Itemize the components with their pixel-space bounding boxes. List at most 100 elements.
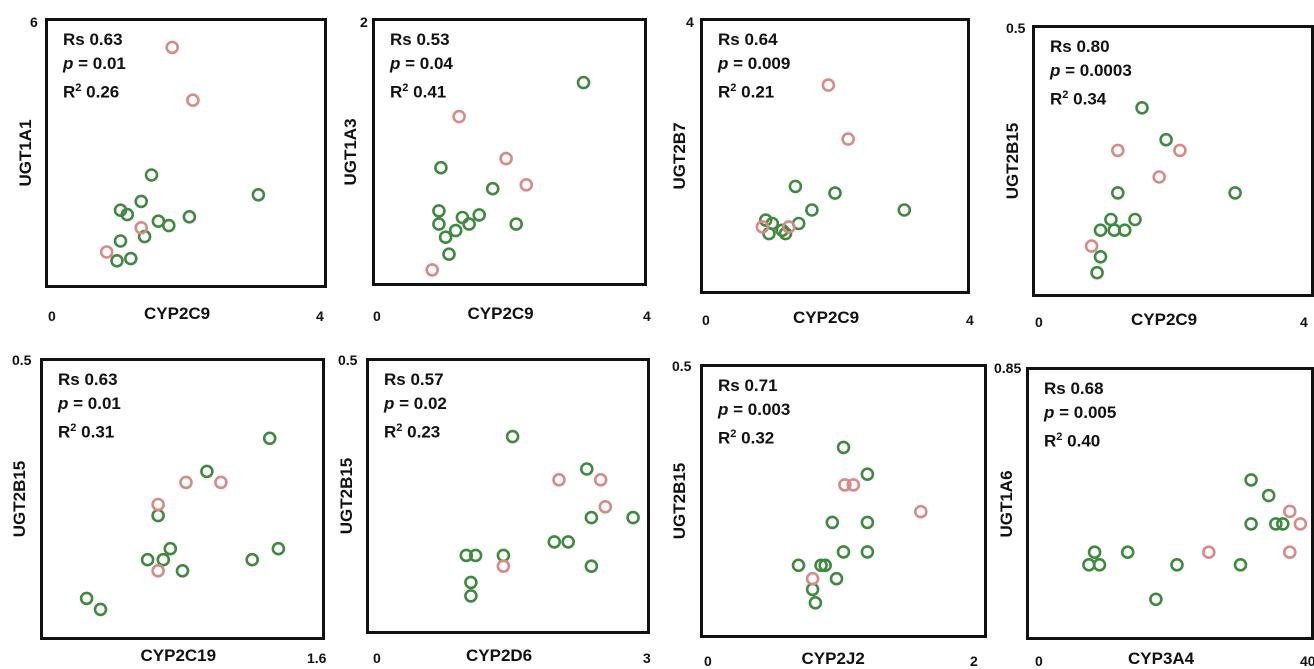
r2-value-text: 0.21 bbox=[741, 82, 775, 102]
y-max-tick-label: 2 bbox=[360, 14, 368, 30]
data-point-green bbox=[464, 589, 478, 603]
data-point-green bbox=[788, 179, 803, 194]
data-point-pink bbox=[496, 559, 511, 574]
rs-value: Rs 0.68 bbox=[1044, 379, 1104, 398]
data-point-green bbox=[1092, 557, 1107, 572]
p-value-text: = 0.003 bbox=[733, 400, 791, 419]
data-point-green bbox=[262, 431, 277, 446]
data-point-green bbox=[1269, 517, 1283, 531]
data-point-green bbox=[791, 558, 806, 573]
data-point-green bbox=[432, 217, 446, 231]
data-point-green bbox=[144, 168, 159, 182]
p-value: p = 0.009 bbox=[718, 54, 791, 73]
data-point-green bbox=[505, 429, 520, 444]
plot-frame bbox=[700, 364, 987, 638]
p-value: p = 0.0003 bbox=[1050, 61, 1132, 80]
data-point-green bbox=[584, 559, 599, 574]
data-point-pink bbox=[913, 504, 928, 519]
rs-value: Rs 0.63 bbox=[63, 30, 123, 49]
r2-value-text: 0.41 bbox=[413, 82, 447, 102]
data-point-green bbox=[462, 217, 476, 231]
data-point-pink bbox=[821, 78, 836, 92]
p-value: p = 0.04 bbox=[390, 54, 453, 73]
data-point-green bbox=[836, 440, 851, 455]
p-value: p = 0.01 bbox=[58, 394, 121, 413]
r2-value: R2 0.41 bbox=[390, 82, 447, 102]
data-point-green bbox=[1117, 223, 1132, 237]
data-point-pink bbox=[1111, 143, 1125, 158]
plot-frame bbox=[700, 18, 970, 294]
rs-value: Rs 0.63 bbox=[58, 370, 118, 389]
data-point-green bbox=[579, 462, 594, 476]
data-point-green bbox=[134, 194, 148, 209]
data-point-green bbox=[182, 210, 197, 224]
x-axis-label: CYP2C9 bbox=[144, 304, 211, 323]
data-point-pink bbox=[593, 472, 608, 487]
x-min-tick-label: 0 bbox=[373, 650, 381, 666]
data-point-pink bbox=[179, 475, 193, 490]
x-max-tick-label: 1.6 bbox=[307, 650, 327, 666]
p-value: p = 0.005 bbox=[1044, 403, 1117, 422]
data-point-green bbox=[200, 464, 214, 479]
rs-value: Rs 0.80 bbox=[1050, 37, 1110, 56]
stats-annotation: Rs 0.63 p = 0.01 R2 0.31 bbox=[58, 368, 121, 445]
data-point-pink bbox=[425, 263, 440, 277]
data-point-green bbox=[245, 552, 259, 567]
data-point-green bbox=[1111, 186, 1125, 200]
data-point-green bbox=[1128, 212, 1142, 227]
data-point-pink bbox=[552, 472, 566, 487]
data-point-green bbox=[1228, 186, 1242, 200]
data-point-green bbox=[1276, 517, 1290, 531]
data-point-green bbox=[113, 234, 128, 248]
data-point-green bbox=[775, 223, 790, 238]
r2-value-text: 0.31 bbox=[81, 422, 115, 442]
data-point-green bbox=[1149, 592, 1163, 607]
data-point-pink bbox=[755, 220, 770, 234]
x-axis-label: CYP2C9 bbox=[1131, 310, 1198, 329]
data-point-green bbox=[1159, 132, 1173, 147]
r2-value-text: 0.34 bbox=[1073, 89, 1107, 109]
data-point-green bbox=[1093, 223, 1108, 237]
plot-frame bbox=[366, 358, 650, 634]
p-value-text: = 0.01 bbox=[73, 394, 121, 413]
data-point-green bbox=[438, 230, 453, 244]
data-point-green bbox=[1170, 557, 1184, 572]
p-value-text: = 0.04 bbox=[405, 54, 453, 73]
r2-value-text: 0.26 bbox=[86, 82, 120, 102]
stats-annotation: Rs 0.68 p = 0.005 R2 0.40 bbox=[1044, 377, 1116, 454]
data-point-green bbox=[1090, 265, 1104, 280]
data-point-green bbox=[459, 548, 474, 563]
data-point-pink bbox=[1283, 545, 1297, 560]
data-point-green bbox=[472, 208, 487, 222]
stats-annotation: Rs 0.57 p = 0.02 R2 0.23 bbox=[384, 368, 447, 445]
x-min-tick-label: 0 bbox=[48, 308, 56, 324]
data-point-green bbox=[434, 160, 448, 175]
data-point-green bbox=[432, 204, 446, 218]
data-point-green bbox=[758, 213, 773, 227]
data-point-green bbox=[1135, 101, 1149, 115]
data-point-green bbox=[584, 510, 599, 525]
y-max-tick-label: 6 bbox=[30, 14, 38, 30]
plot-frame bbox=[1026, 367, 1314, 640]
x-axis-label: CYP2C9 bbox=[467, 304, 534, 323]
y-max-tick-label: 0.5 bbox=[338, 352, 358, 368]
data-point-green bbox=[626, 510, 640, 525]
stats-annotation: Rs 0.71 p = 0.003 R2 0.32 bbox=[718, 374, 790, 451]
data-point-pink bbox=[841, 132, 856, 146]
data-point-pink bbox=[1293, 517, 1308, 531]
y-max-tick-label: 4 bbox=[686, 14, 694, 30]
x-axis-label: CYP3A4 bbox=[1128, 649, 1195, 668]
data-point-pink bbox=[781, 220, 796, 234]
data-point-green bbox=[162, 218, 176, 233]
p-value-text: = 0.009 bbox=[733, 54, 791, 73]
data-point-green bbox=[464, 575, 478, 590]
x-axis-label: CYP2D6 bbox=[466, 646, 533, 665]
data-point-green bbox=[818, 558, 833, 573]
rs-value: Rs 0.53 bbox=[390, 30, 450, 49]
r2-value: R2 0.40 bbox=[1044, 431, 1101, 451]
data-point-pink bbox=[1084, 239, 1099, 253]
plot-frame bbox=[1032, 25, 1314, 297]
